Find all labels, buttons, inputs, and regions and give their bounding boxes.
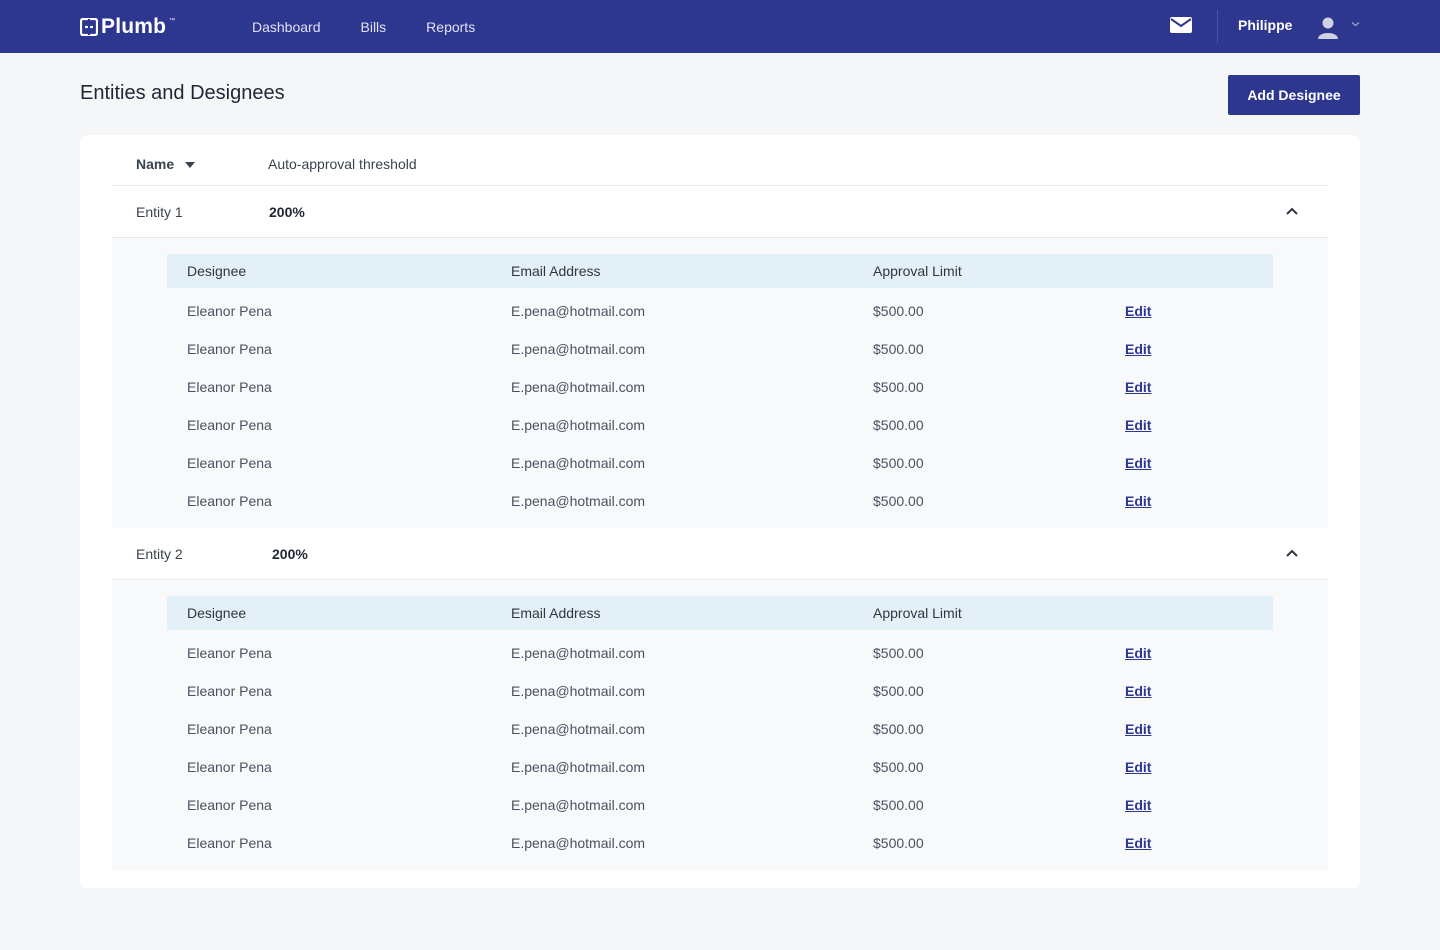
edit-link[interactable]: Edit <box>1125 341 1152 357</box>
top-navigation-bar: Plumb ™ Dashboard Bills Reports Philippe <box>0 0 1440 53</box>
nav-reports[interactable]: Reports <box>426 18 476 35</box>
approval-limit: $500.00 <box>873 493 924 509</box>
main-nav: Dashboard Bills Reports <box>252 0 515 53</box>
table-row: Eleanor Pena E.pena@hotmail.com $500.00 … <box>167 293 1273 331</box>
email-column-header: Email Address <box>511 263 601 279</box>
designee-name: Eleanor Pena <box>187 417 272 433</box>
designee-email: E.pena@hotmail.com <box>511 721 646 737</box>
logo-text: Plumb <box>101 15 167 38</box>
designee-name: Eleanor Pena <box>187 835 272 851</box>
table-row: Eleanor Pena E.pena@hotmail.com $500.00 … <box>167 483 1273 521</box>
chevron-up-icon[interactable] <box>1286 207 1298 215</box>
approval-limit: $500.00 <box>873 835 924 851</box>
mail-icon[interactable] <box>1170 16 1192 34</box>
table-row: Eleanor Pena E.pena@hotmail.com $500.00 … <box>167 331 1273 369</box>
edit-link[interactable]: Edit <box>1125 455 1152 471</box>
designee-table-header: Designee Email Address Approval Limit <box>167 596 1273 630</box>
table-row: Eleanor Pena E.pena@hotmail.com $500.00 … <box>167 635 1273 673</box>
email-column-header: Email Address <box>511 605 601 621</box>
designee-table-header: Designee Email Address Approval Limit <box>167 254 1273 288</box>
approval-limit: $500.00 <box>873 379 924 395</box>
trademark-mark: ™ <box>169 18 176 24</box>
nav-bills[interactable]: Bills <box>360 18 387 35</box>
designee-email: E.pena@hotmail.com <box>511 379 646 395</box>
edit-link[interactable]: Edit <box>1125 493 1152 509</box>
designee-email: E.pena@hotmail.com <box>511 493 646 509</box>
edit-link[interactable]: Edit <box>1125 721 1152 737</box>
plumb-logo-icon <box>80 18 98 36</box>
table-row: Eleanor Pena E.pena@hotmail.com $500.00 … <box>167 369 1273 407</box>
designee-email: E.pena@hotmail.com <box>511 341 646 357</box>
designee-email: E.pena@hotmail.com <box>511 645 646 661</box>
approval-limit: $500.00 <box>873 645 924 661</box>
page-title: Entities and Designees <box>80 82 285 104</box>
designee-name: Eleanor Pena <box>187 379 272 395</box>
designee-name: Eleanor Pena <box>187 645 272 661</box>
chevron-up-icon[interactable] <box>1286 549 1298 557</box>
table-row: Eleanor Pena E.pena@hotmail.com $500.00 … <box>167 749 1273 787</box>
designee-column-header: Designee <box>187 605 247 621</box>
entities-card: Name Auto-approval threshold Entity 1 20… <box>80 135 1360 888</box>
plumb-logo[interactable]: Plumb ™ <box>80 14 175 40</box>
designee-email: E.pena@hotmail.com <box>511 303 646 319</box>
entity-threshold: 200% <box>272 546 308 562</box>
designee-name: Eleanor Pena <box>187 455 272 471</box>
designee-name: Eleanor Pena <box>187 683 272 699</box>
table-row: Eleanor Pena E.pena@hotmail.com $500.00 … <box>167 407 1273 445</box>
designee-name: Eleanor Pena <box>187 493 272 509</box>
edit-link[interactable]: Edit <box>1125 683 1152 699</box>
designee-email: E.pena@hotmail.com <box>511 759 646 775</box>
user-name[interactable]: Philippe <box>1238 17 1293 33</box>
approval-limit: $500.00 <box>873 683 924 699</box>
entity-name: Entity 2 <box>136 546 183 562</box>
edit-link[interactable]: Edit <box>1125 645 1152 661</box>
table-row: Eleanor Pena E.pena@hotmail.com $500.00 … <box>167 673 1273 711</box>
threshold-column-header: Auto-approval threshold <box>268 156 417 172</box>
edit-link[interactable]: Edit <box>1125 303 1152 319</box>
table-row: Eleanor Pena E.pena@hotmail.com $500.00 … <box>167 445 1273 483</box>
approval-limit: $500.00 <box>873 759 924 775</box>
designee-email: E.pena@hotmail.com <box>511 417 646 433</box>
entity-row[interactable]: Entity 2 200% <box>112 528 1328 580</box>
table-row: Eleanor Pena E.pena@hotmail.com $500.00 … <box>167 711 1273 749</box>
approval-limit: $500.00 <box>873 797 924 813</box>
approval-limit: $500.00 <box>873 341 924 357</box>
entity-name: Entity 1 <box>136 204 183 220</box>
approval-limit: $500.00 <box>873 303 924 319</box>
designee-panel: Designee Email Address Approval Limit El… <box>112 580 1328 870</box>
edit-link[interactable]: Edit <box>1125 797 1152 813</box>
nav-dashboard[interactable]: Dashboard <box>252 18 321 35</box>
approval-limit: $500.00 <box>873 721 924 737</box>
edit-link[interactable]: Edit <box>1125 379 1152 395</box>
designee-email: E.pena@hotmail.com <box>511 455 646 471</box>
user-avatar-icon[interactable] <box>1315 14 1341 40</box>
edit-link[interactable]: Edit <box>1125 759 1152 775</box>
name-column-header[interactable]: Name <box>136 156 175 172</box>
designee-panel: Designee Email Address Approval Limit El… <box>112 238 1328 528</box>
entity-threshold: 200% <box>269 204 305 220</box>
add-designee-button[interactable]: Add Designee <box>1228 75 1360 115</box>
header-divider <box>1217 10 1218 43</box>
edit-link[interactable]: Edit <box>1125 835 1152 851</box>
approval-limit: $500.00 <box>873 455 924 471</box>
table-row: Eleanor Pena E.pena@hotmail.com $500.00 … <box>167 825 1273 863</box>
table-header: Name Auto-approval threshold <box>112 135 1328 186</box>
table-row: Eleanor Pena E.pena@hotmail.com $500.00 … <box>167 787 1273 825</box>
sort-desc-icon[interactable] <box>185 162 195 168</box>
limit-column-header: Approval Limit <box>873 605 962 621</box>
caret-down-icon[interactable] <box>1351 21 1360 27</box>
designee-name: Eleanor Pena <box>187 721 272 737</box>
approval-limit: $500.00 <box>873 417 924 433</box>
designee-name: Eleanor Pena <box>187 797 272 813</box>
designee-email: E.pena@hotmail.com <box>511 797 646 813</box>
designee-email: E.pena@hotmail.com <box>511 835 646 851</box>
designee-column-header: Designee <box>187 263 247 279</box>
edit-link[interactable]: Edit <box>1125 417 1152 433</box>
designee-email: E.pena@hotmail.com <box>511 683 646 699</box>
entity-row[interactable]: Entity 1 200% <box>112 186 1328 238</box>
designee-name: Eleanor Pena <box>187 303 272 319</box>
limit-column-header: Approval Limit <box>873 263 962 279</box>
designee-name: Eleanor Pena <box>187 759 272 775</box>
designee-name: Eleanor Pena <box>187 341 272 357</box>
